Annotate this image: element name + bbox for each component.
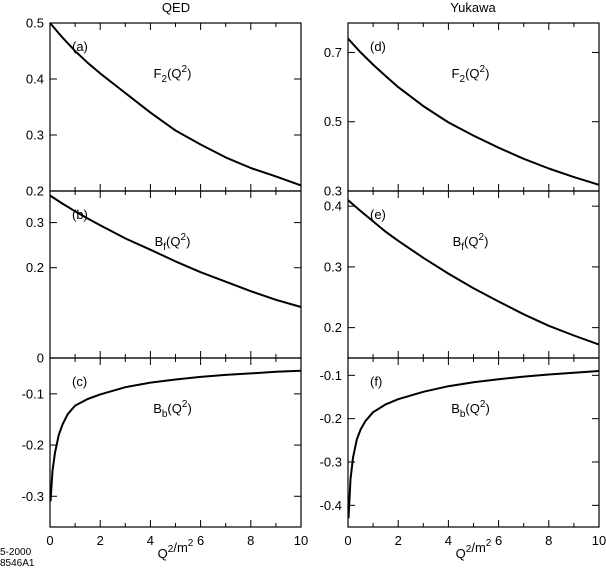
panel-a-letter: (a) bbox=[72, 39, 88, 54]
column-title-yukawa: Yukawa bbox=[450, 0, 496, 15]
panel-a-ytick-label: 0.3 bbox=[26, 128, 44, 143]
panel-d-ytick-label: 0.5 bbox=[324, 114, 342, 129]
panel-d-ytick-label: 0.3 bbox=[324, 184, 342, 199]
panel-f-ytick-label: -0.2 bbox=[320, 411, 342, 426]
x-tick-label: 0 bbox=[344, 533, 351, 548]
panel-d-ytick-label: 0.7 bbox=[324, 45, 342, 60]
panel-a: 0.2 0.3 0.4 0.5 (a) F2(Q2) bbox=[26, 16, 302, 199]
panel-f-ytick-label: -0.3 bbox=[320, 455, 342, 470]
x-axis-title-yukawa: Q2/m2 bbox=[456, 538, 492, 561]
x-tick-label: 8 bbox=[545, 533, 552, 548]
panel-e-letter: (e) bbox=[370, 207, 386, 222]
x-tick-label: 6 bbox=[495, 533, 502, 548]
panel-a-function-label: F2(Q2) bbox=[154, 64, 192, 85]
panel-a-ytick-label: 0.2 bbox=[26, 184, 44, 199]
panel-a-curve bbox=[49, 22, 302, 187]
column-title-qed: QED bbox=[162, 0, 190, 15]
x-tick-label: 8 bbox=[247, 533, 254, 548]
x-tick-label: 6 bbox=[197, 533, 204, 548]
x-axes-group: 0 2 4 6 8 10 Q2/m2 0 2 4 6 8 10 Q2/m2 bbox=[46, 533, 606, 561]
x-tick-label: 4 bbox=[445, 533, 452, 548]
panel-e-ytick-label: 0.4 bbox=[324, 199, 342, 214]
panel-b: 0 0.2 0.3 (b) Bf(Q2) bbox=[26, 190, 302, 366]
panel-a-ytick-label: 0.4 bbox=[26, 72, 44, 87]
panel-c-ytick-label: -0.2 bbox=[22, 438, 44, 453]
x-tick-label: 2 bbox=[395, 533, 402, 548]
panel-c: -0.3 -0.2 -0.1 (c) Bb(Q2) bbox=[22, 357, 302, 528]
panel-c-function-label: Bb(Q2) bbox=[153, 399, 192, 420]
panel-c-ytick-label: -0.1 bbox=[22, 386, 44, 401]
panel-e-ytick-label: 0.3 bbox=[324, 259, 342, 274]
panel-d: 0.3 0.5 0.7 (d) F2(Q2) bbox=[324, 22, 600, 199]
panel-b-ytick-label: 0.3 bbox=[26, 215, 44, 230]
x-tick-label: 10 bbox=[294, 533, 308, 548]
panel-f-curve bbox=[347, 370, 600, 519]
panel-e-ytick-label: 0.2 bbox=[324, 320, 342, 335]
panel-f-frame bbox=[347, 357, 600, 528]
panel-f-function-label: Bb(Q2) bbox=[451, 399, 490, 420]
panel-d-letter: (d) bbox=[370, 39, 386, 54]
panel-f-letter: (f) bbox=[370, 374, 382, 389]
x-tick-label: 2 bbox=[97, 533, 104, 548]
panel-f: -0.4 -0.3 -0.2 -0.1 (f) Bb(Q2) bbox=[320, 357, 600, 528]
panel-c-letter: (c) bbox=[72, 374, 87, 389]
x-tick-label: 4 bbox=[147, 533, 154, 548]
panel-a-ytick-label: 0.5 bbox=[26, 16, 44, 31]
panel-e-curve bbox=[347, 199, 600, 346]
x-tick-label: 10 bbox=[592, 533, 606, 548]
panel-b-function-label: Bf(Q2) bbox=[155, 232, 191, 253]
panel-b-letter: (b) bbox=[72, 207, 88, 222]
panel-c-frame bbox=[49, 357, 302, 528]
panel-e-function-label: Bf(Q2) bbox=[453, 232, 489, 253]
stamp-code: 8546A1 bbox=[0, 558, 35, 568]
panel-f-ytick-label: -0.1 bbox=[320, 368, 342, 383]
panel-d-curve bbox=[347, 37, 600, 186]
panel-b-ytick-label: 0.2 bbox=[26, 260, 44, 275]
x-axis-title-qed: Q2/m2 bbox=[158, 538, 194, 561]
stamp-date: 5-2000 bbox=[0, 547, 32, 558]
x-tick-label: 0 bbox=[46, 533, 53, 548]
panel-b-ytick-label: 0 bbox=[37, 351, 44, 366]
panel-c-ytick-label: -0.3 bbox=[22, 489, 44, 504]
panel-b-curve bbox=[49, 194, 302, 308]
panel-c-curve bbox=[49, 369, 302, 502]
panel-f-ytick-label: -0.4 bbox=[320, 498, 342, 513]
panel-e: 0.2 0.3 0.4 (e) Bf(Q2) bbox=[324, 190, 600, 359]
panel-d-function-label: F2(Q2) bbox=[452, 64, 490, 85]
panels-group: 0.20.30.40.5(a)F2(Q2)00.20.3(b)Bf(Q2)-0.… bbox=[22, 16, 600, 528]
